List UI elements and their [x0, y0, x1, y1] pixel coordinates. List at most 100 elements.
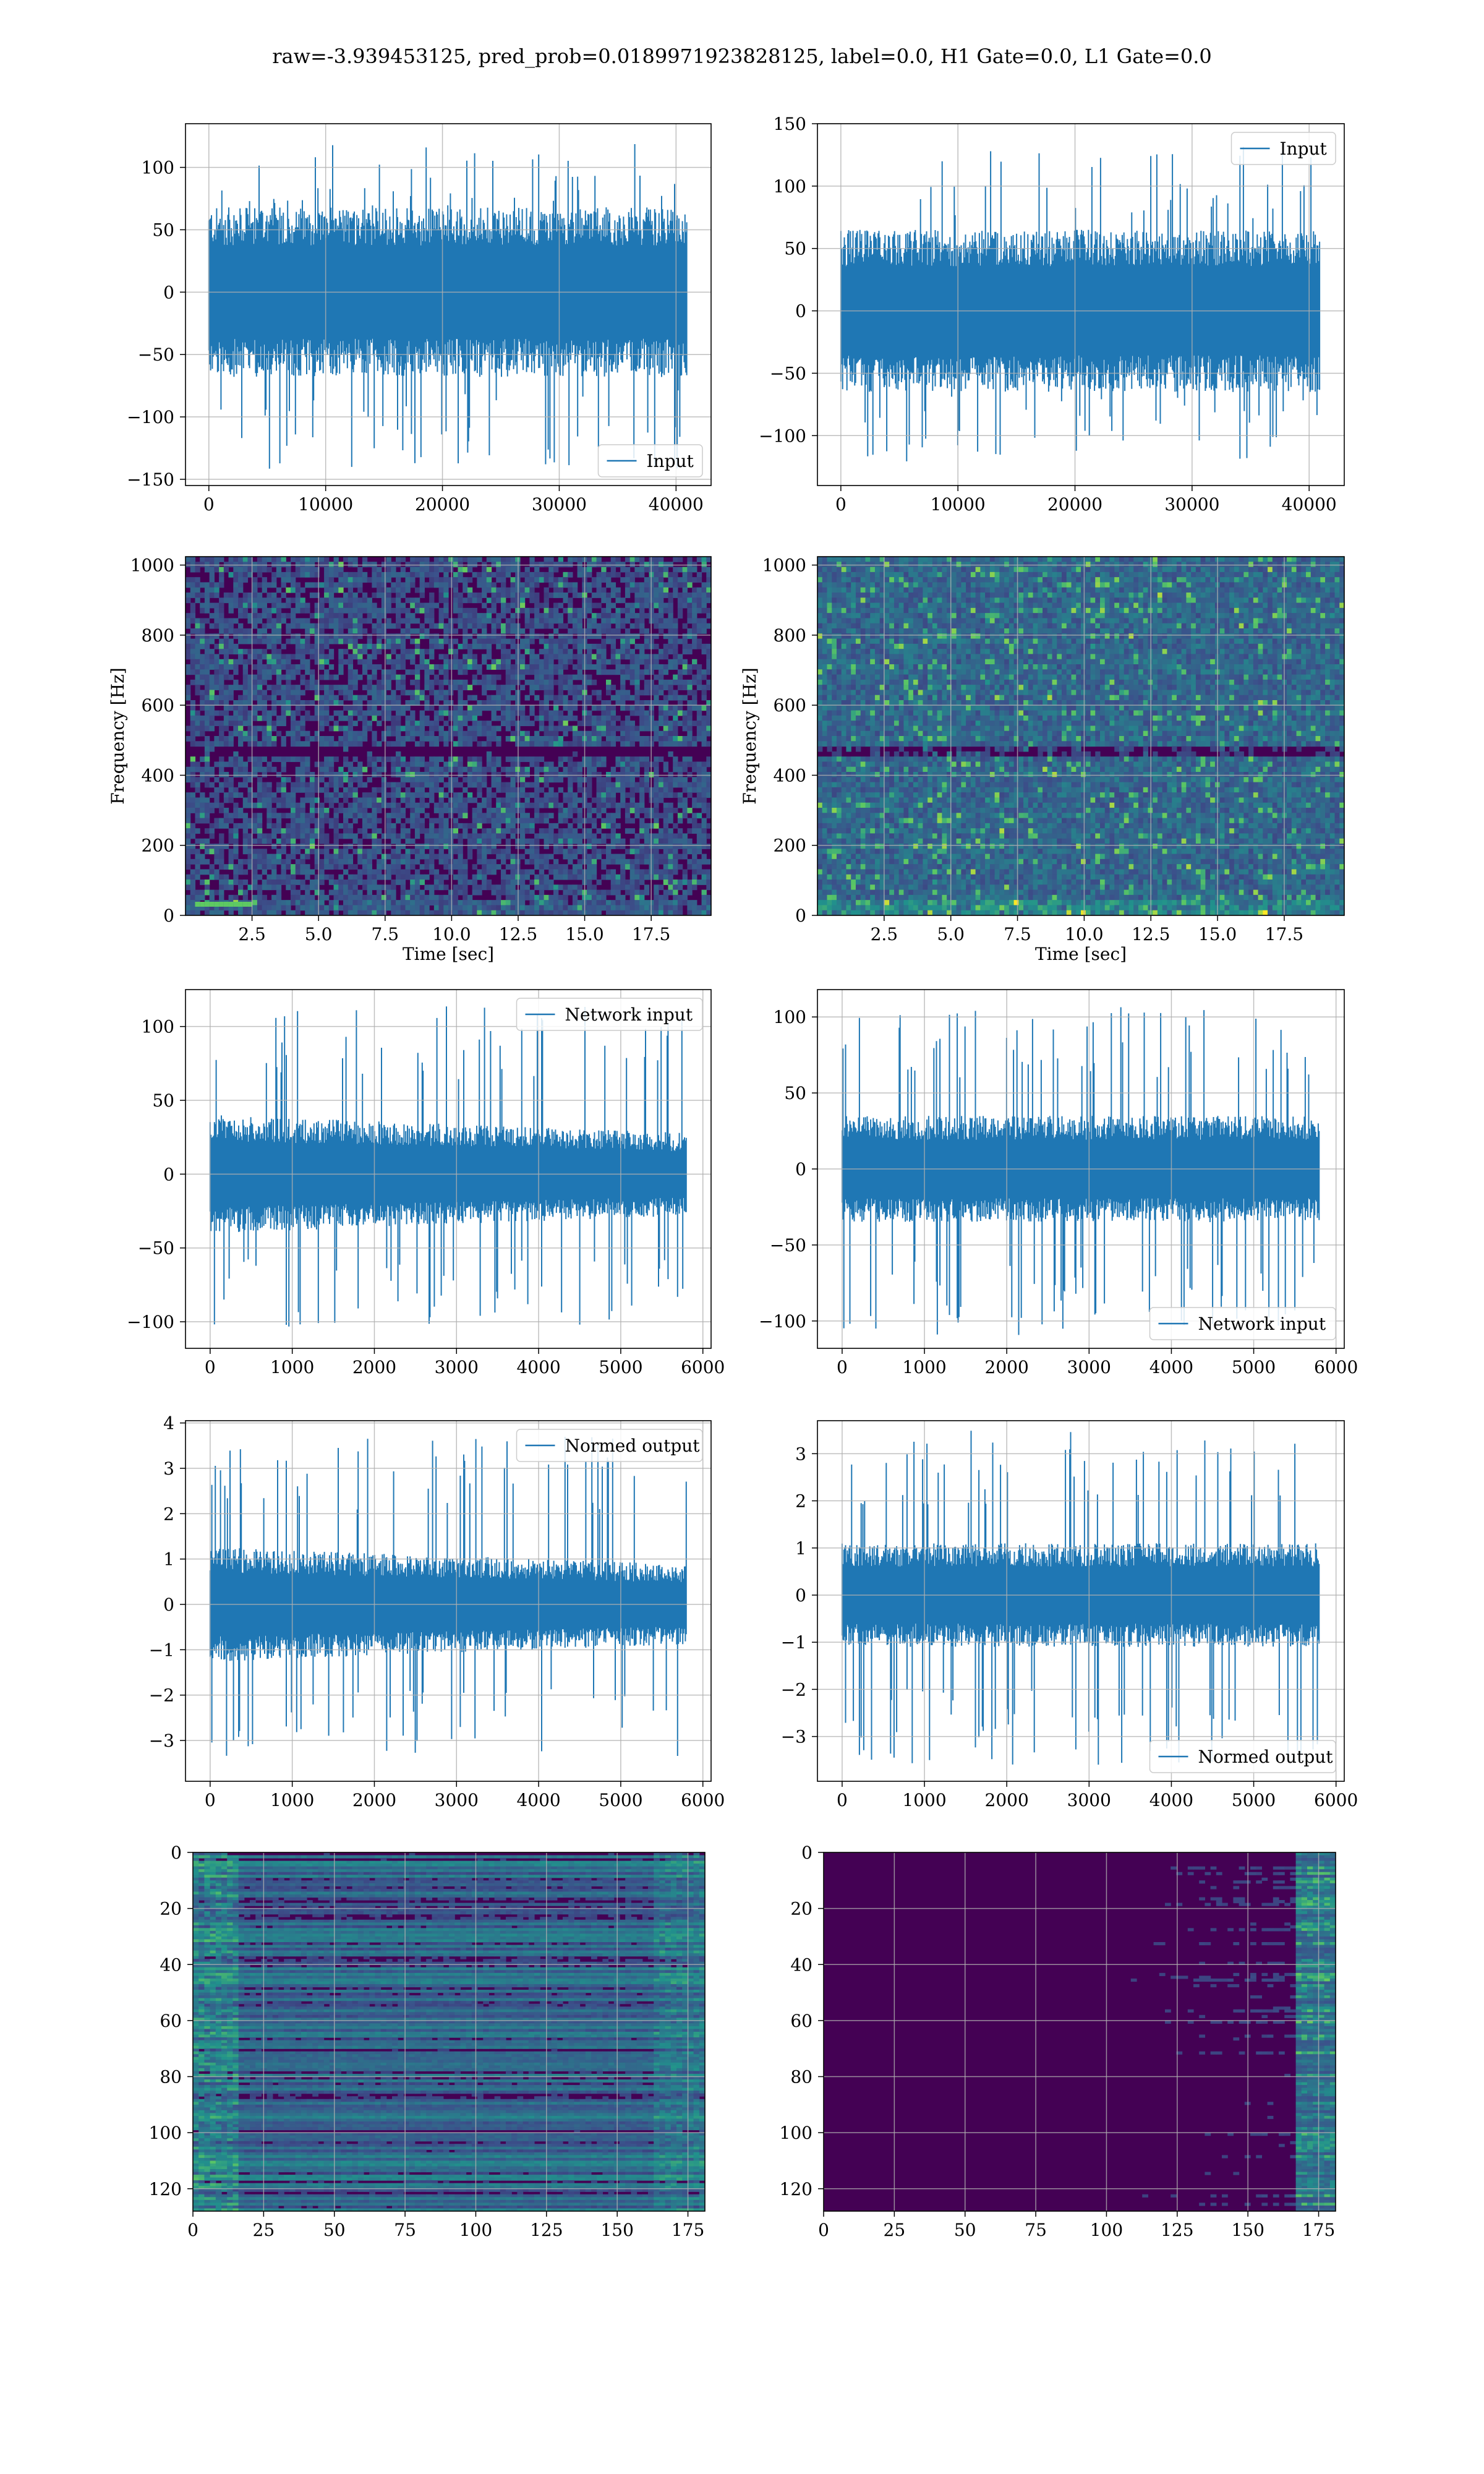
y-tick-label: −100	[127, 1312, 174, 1332]
series-line-p1	[208, 144, 688, 469]
y-tick-label: 20	[790, 1899, 812, 1919]
y-tick-label: 120	[149, 2179, 182, 2199]
y-tick-label: 0	[795, 1585, 806, 1606]
y-tick-label: 600	[142, 695, 174, 716]
y-tick-label: 3	[795, 1444, 806, 1464]
y-tick-label: −1	[149, 1640, 174, 1660]
y-tick-label: 80	[160, 2067, 182, 2087]
x-axis-label: Time [sec]	[403, 944, 494, 964]
x-tick-label: 0	[203, 494, 215, 515]
x-tick-label: 6000	[1314, 1790, 1358, 1810]
x-tick-label: 0	[837, 1790, 848, 1810]
y-tick-label: 400	[774, 765, 806, 785]
y-tick-label: 50	[152, 1090, 174, 1111]
x-tick-label: 6000	[1314, 1357, 1358, 1377]
x-tick-label: 20000	[415, 494, 470, 515]
axes-frame	[823, 1852, 1336, 2212]
panel-p4: 2.5 5.0 7.5 10.0 12.5 15.0 17.5 0 200 400 600 800 10…	[740, 555, 1345, 964]
y-tick-label: 20	[160, 1899, 182, 1919]
y-tick-label: 0	[163, 905, 174, 926]
legend: Input	[597, 444, 703, 477]
x-tick-label: 1000	[902, 1357, 946, 1377]
y-tick-label: 150	[774, 114, 806, 134]
x-tick-label: 15.0	[565, 924, 603, 944]
y-tick-label: 120	[780, 2179, 812, 2199]
x-tick-label: 0	[205, 1357, 216, 1377]
x-tick-label: 17.5	[1265, 924, 1303, 944]
x-tick-label: 125	[530, 2220, 563, 2240]
panel-p2: 0 10000 20000 30000 40000 −100 −50 0 50 100 150 Inp…	[759, 114, 1345, 515]
x-tick-label: 17.5	[632, 924, 670, 944]
legend-label: Network input	[1198, 1314, 1326, 1334]
x-tick-label: 25	[253, 2220, 275, 2240]
axes-frame	[817, 989, 1345, 1349]
x-tick-label: 5000	[1232, 1790, 1276, 1810]
panel-p10: 0 25 50 75 100 125 150 175 0 20 40 60 80 100 120	[780, 1843, 1336, 2240]
y-tick-label: 50	[784, 239, 806, 259]
x-tick-label: 4000	[516, 1790, 560, 1810]
x-tick-label: 2000	[985, 1357, 1029, 1377]
axes-frame	[185, 989, 712, 1349]
x-tick-label: 5000	[599, 1357, 642, 1377]
axes-frame	[185, 123, 712, 486]
y-tick-label: −50	[770, 363, 806, 383]
y-tick-label: 1000	[130, 555, 174, 576]
y-tick-label: 800	[142, 625, 174, 646]
series-line-p7	[209, 1437, 687, 1756]
y-tick-label: 0	[171, 1843, 182, 1863]
y-tick-label: 60	[790, 2011, 812, 2031]
y-tick-label: 2	[795, 1491, 806, 1512]
x-tick-label: 5.0	[937, 924, 965, 944]
legend: Normed output	[1149, 1740, 1336, 1773]
y-tick-label: −2	[149, 1685, 174, 1706]
x-tick-label: 100	[459, 2220, 492, 2240]
x-tick-label: 1000	[902, 1790, 946, 1810]
x-tick-label: 175	[672, 2220, 704, 2240]
x-tick-label: 40000	[1282, 494, 1337, 515]
y-tick-label: 100	[780, 2123, 812, 2143]
y-axis-label: Frequency [Hz]	[740, 667, 760, 804]
x-tick-label: 0	[818, 2220, 829, 2240]
y-tick-label: 400	[142, 765, 174, 785]
y-tick-label: 200	[774, 836, 806, 856]
y-tick-label: −1	[781, 1632, 806, 1653]
x-tick-label: 40000	[649, 494, 704, 515]
y-tick-label: 1	[163, 1549, 174, 1570]
y-tick-label: 40	[790, 1954, 812, 1975]
x-tick-label: 2000	[352, 1357, 396, 1377]
x-tick-label: 150	[600, 2220, 633, 2240]
y-tick-label: −50	[138, 1238, 174, 1259]
series-line-p6	[841, 1007, 1320, 1335]
x-tick-label: 7.5	[372, 924, 399, 944]
y-tick-label: 1000	[762, 555, 806, 576]
x-axis-label: Time [sec]	[1035, 944, 1127, 964]
x-tick-label: 5000	[599, 1790, 642, 1810]
y-tick-label: −3	[149, 1731, 174, 1751]
y-tick-label: −2	[781, 1679, 806, 1700]
series-line-p5	[209, 1006, 687, 1327]
panel-p7: 0 1000 2000 3000 4000 5000 6000 −3 −2 −1 0 1 2 3 4 Norm…	[149, 1413, 725, 1810]
x-tick-label: 10.0	[432, 924, 471, 944]
y-tick-label: −150	[127, 469, 174, 490]
y-tick-label: 4	[163, 1413, 174, 1434]
x-tick-label: 3000	[435, 1790, 479, 1810]
x-tick-label: 5000	[1232, 1357, 1276, 1377]
y-tick-label: 200	[142, 836, 174, 856]
y-tick-label: 40	[160, 1954, 182, 1975]
y-tick-label: 2	[163, 1504, 174, 1524]
y-tick-label: 0	[795, 905, 806, 926]
panel-p6: 0 1000 2000 3000 4000 5000 6000 −100 −50 0 50 100 Ne…	[759, 989, 1358, 1377]
y-tick-label: 80	[790, 2067, 812, 2087]
legend-label: Normed output	[1198, 1747, 1334, 1767]
y-tick-label: 50	[152, 220, 174, 240]
y-tick-label: 50	[784, 1083, 806, 1103]
heatmap-cells	[817, 557, 1344, 915]
panel-p3: 2.5 5.0 7.5 10.0 12.5 15.0 17.5 0 200 400 600 800 10…	[108, 555, 712, 964]
x-tick-label: 25	[884, 2220, 906, 2240]
panel-p5: 0 1000 2000 3000 4000 5000 6000 −100 −50 0 50 100 Ne…	[127, 989, 725, 1377]
x-tick-label: 2.5	[871, 924, 898, 944]
x-tick-label: 30000	[1164, 494, 1219, 515]
x-tick-label: 0	[835, 494, 846, 515]
legend: Network input	[516, 998, 703, 1031]
